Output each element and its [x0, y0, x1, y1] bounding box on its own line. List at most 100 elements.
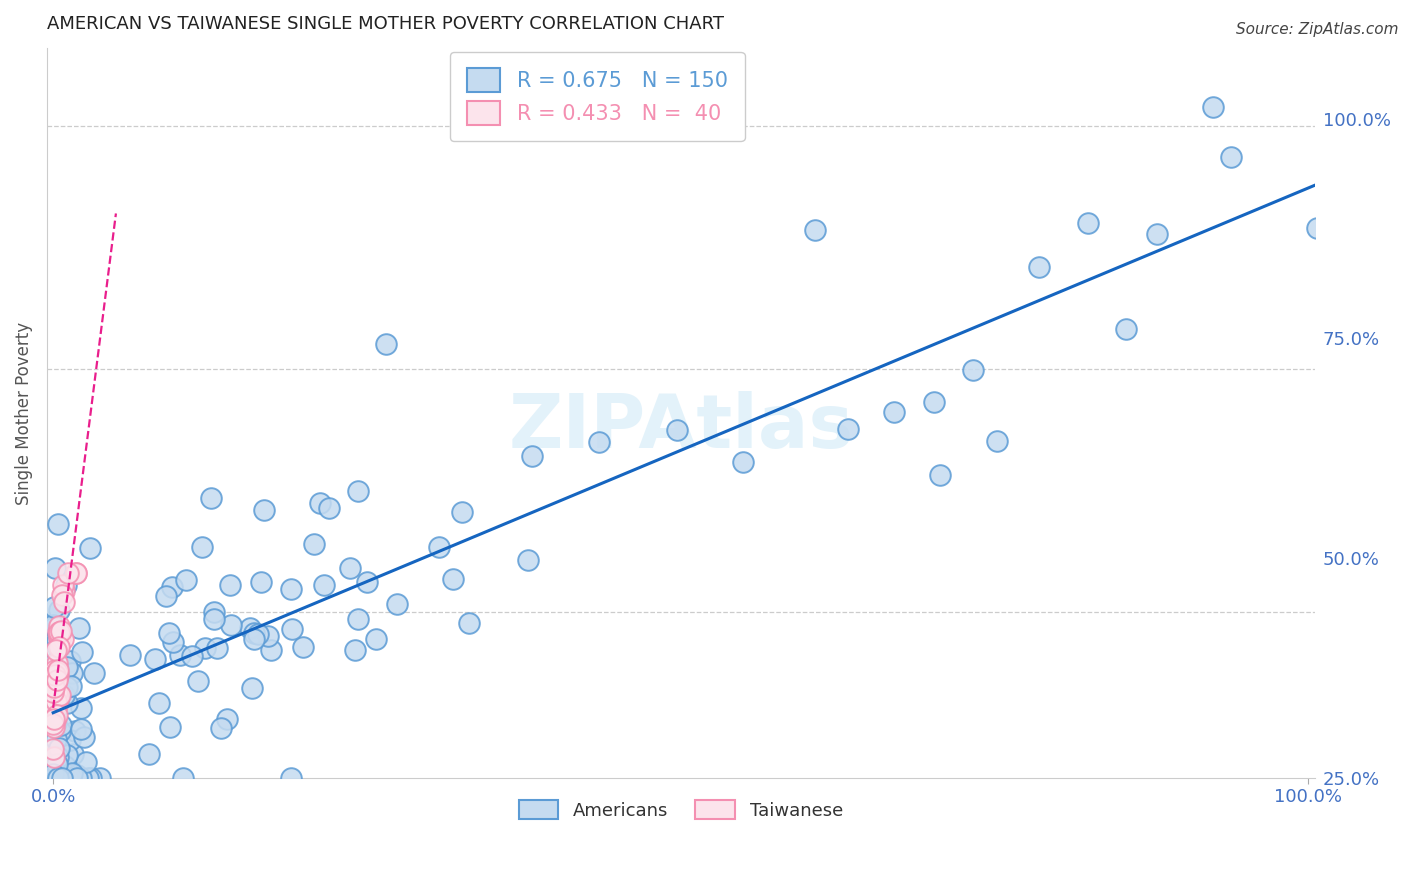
- Point: [1077, 216, 1099, 230]
- Point: [162, 635, 184, 649]
- Point: [53, 584, 76, 599]
- Point: [45, 642, 67, 657]
- Point: [67, 771, 90, 785]
- Point: [243, 632, 266, 646]
- Point: [239, 621, 262, 635]
- Point: [202, 605, 225, 619]
- Point: [66, 767, 89, 781]
- Point: [46, 771, 69, 785]
- Point: [42, 771, 65, 785]
- Point: [517, 553, 540, 567]
- Point: [46, 685, 69, 699]
- Point: [52, 578, 75, 592]
- Point: [42, 771, 65, 785]
- Point: [45, 757, 67, 772]
- Point: [280, 771, 302, 785]
- Point: [89, 771, 111, 785]
- Point: [55, 748, 77, 763]
- Point: [46, 771, 69, 785]
- Point: [48, 625, 70, 640]
- Point: [70, 722, 93, 736]
- Point: [194, 640, 217, 655]
- Point: [46, 707, 69, 722]
- Point: [159, 720, 181, 734]
- Point: [46, 663, 69, 677]
- Point: [256, 629, 278, 643]
- Point: [58, 771, 80, 785]
- Point: [46, 771, 69, 785]
- Point: [51, 771, 73, 785]
- Point: [46, 676, 69, 690]
- Point: [427, 540, 450, 554]
- Point: [1219, 150, 1241, 164]
- Point: [347, 612, 370, 626]
- Point: [200, 491, 222, 505]
- Point: [520, 449, 543, 463]
- Point: [986, 434, 1008, 448]
- Point: [312, 578, 335, 592]
- Point: [77, 771, 100, 785]
- Point: [366, 632, 388, 647]
- Point: [59, 733, 82, 747]
- Point: [70, 645, 93, 659]
- Point: [240, 681, 263, 696]
- Point: [374, 337, 396, 351]
- Point: [42, 599, 65, 614]
- Point: [70, 771, 93, 785]
- Point: [42, 667, 65, 681]
- Point: [44, 663, 66, 677]
- Point: [44, 704, 66, 718]
- Point: [42, 766, 65, 780]
- Point: [44, 680, 66, 694]
- Point: [205, 640, 228, 655]
- Point: [49, 624, 72, 638]
- Point: [42, 672, 65, 686]
- Point: [42, 685, 65, 699]
- Point: [1146, 227, 1168, 241]
- Point: [45, 665, 67, 679]
- Point: [46, 771, 69, 785]
- Point: [45, 673, 67, 688]
- Point: [45, 685, 67, 699]
- Point: [46, 690, 69, 704]
- Point: [318, 500, 340, 515]
- Point: [60, 666, 83, 681]
- Point: [46, 625, 69, 640]
- Point: [42, 771, 65, 785]
- Point: [169, 648, 191, 662]
- Point: [44, 706, 66, 721]
- Point: [59, 679, 82, 693]
- Text: Source: ZipAtlas.com: Source: ZipAtlas.com: [1236, 22, 1399, 37]
- Point: [187, 673, 209, 688]
- Point: [202, 612, 225, 626]
- Point: [66, 771, 89, 785]
- Point: [42, 742, 65, 756]
- Point: [53, 688, 76, 702]
- Point: [922, 395, 945, 409]
- Point: [56, 566, 79, 581]
- Point: [49, 688, 72, 702]
- Point: [62, 747, 84, 761]
- Point: [48, 631, 70, 645]
- Point: [46, 657, 69, 671]
- Point: [45, 732, 67, 747]
- Point: [46, 668, 69, 682]
- Point: [44, 713, 66, 727]
- Point: [52, 595, 75, 609]
- Point: [46, 640, 69, 654]
- Point: [59, 654, 82, 668]
- Point: [118, 648, 141, 662]
- Point: [172, 771, 194, 785]
- Legend: Americans, Taiwanese: Americans, Taiwanese: [512, 793, 851, 827]
- Point: [46, 668, 69, 682]
- Point: [56, 659, 79, 673]
- Point: [280, 582, 302, 597]
- Point: [48, 619, 70, 633]
- Point: [46, 693, 69, 707]
- Point: [1306, 221, 1329, 235]
- Point: [51, 588, 73, 602]
- Point: [56, 696, 79, 710]
- Point: [441, 572, 464, 586]
- Point: [44, 620, 66, 634]
- Point: [42, 716, 65, 731]
